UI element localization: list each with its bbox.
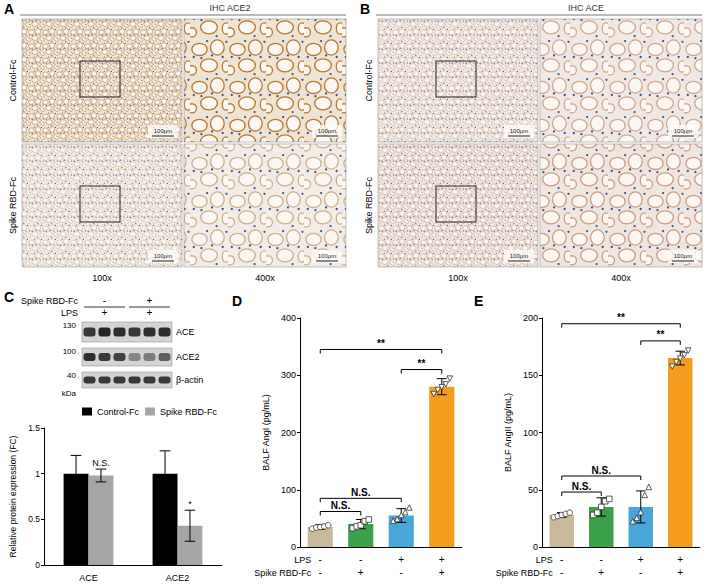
svg-text:100μm: 100μm xyxy=(674,128,692,134)
svg-text:+: + xyxy=(358,567,364,578)
svg-text:Spike RBD-Fc: Spike RBD-Fc xyxy=(8,176,18,234)
svg-text:100μm: 100μm xyxy=(318,128,336,134)
svg-text:100μm: 100μm xyxy=(510,253,528,259)
svg-text:100x: 100x xyxy=(92,273,112,283)
svg-text:Control-Fc: Control-Fc xyxy=(8,59,18,102)
svg-text:300: 300 xyxy=(281,370,296,380)
svg-text:100x: 100x xyxy=(448,273,468,283)
svg-text:200: 200 xyxy=(281,428,296,438)
svg-text:*: * xyxy=(188,499,192,509)
svg-text:100μm: 100μm xyxy=(154,128,172,134)
svg-text:BALF AngI (pg/mL): BALF AngI (pg/mL) xyxy=(261,394,271,471)
svg-text:+: + xyxy=(439,567,445,578)
svg-text:-: - xyxy=(560,567,563,578)
svg-text:IHC ACE: IHC ACE xyxy=(568,3,604,13)
svg-text:Spike RBD-Fc: Spike RBD-Fc xyxy=(364,176,374,234)
svg-text:-: - xyxy=(639,567,642,578)
svg-text:+: + xyxy=(677,554,683,565)
svg-text:N.S.: N.S. xyxy=(92,458,110,468)
svg-text:β-actin: β-actin xyxy=(176,375,203,385)
svg-text:+: + xyxy=(102,307,108,318)
svg-text:Spike RBD-Fc: Spike RBD-Fc xyxy=(160,407,218,417)
svg-text:100μm: 100μm xyxy=(510,128,528,134)
svg-text:N.S.: N.S. xyxy=(572,481,592,492)
svg-text:-: - xyxy=(400,567,403,578)
svg-text:1.5: 1.5 xyxy=(28,423,40,433)
svg-text:**: ** xyxy=(377,338,385,349)
svg-text:100μm: 100μm xyxy=(318,253,336,259)
svg-text:0: 0 xyxy=(35,560,40,570)
svg-text:400x: 400x xyxy=(611,273,631,283)
svg-text:100μm: 100μm xyxy=(674,253,692,259)
svg-text:400: 400 xyxy=(281,313,296,323)
svg-text:+: + xyxy=(147,307,153,318)
svg-text:0.5: 0.5 xyxy=(28,514,40,524)
svg-text:150: 150 xyxy=(523,370,538,380)
svg-text:-: - xyxy=(103,295,106,306)
svg-text:IHC ACE2: IHC ACE2 xyxy=(209,3,250,13)
svg-text:Control-Fc: Control-Fc xyxy=(97,407,140,417)
svg-text:Spike RBD-Fc: Spike RBD-Fc xyxy=(254,568,312,578)
svg-text:Control-Fc: Control-Fc xyxy=(364,59,374,102)
svg-text:50: 50 xyxy=(528,485,538,495)
svg-text:-: - xyxy=(600,554,603,565)
svg-text:B: B xyxy=(360,1,370,17)
svg-text:400x: 400x xyxy=(255,273,275,283)
svg-text:-: - xyxy=(560,554,563,565)
svg-text:+: + xyxy=(439,554,445,565)
svg-text:D: D xyxy=(232,293,242,309)
svg-text:+: + xyxy=(638,554,644,565)
svg-text:ACE: ACE xyxy=(79,573,98,583)
svg-text:-: - xyxy=(319,554,322,565)
svg-text:+: + xyxy=(147,295,153,306)
svg-text:1: 1 xyxy=(35,469,40,479)
svg-text:N.S.: N.S. xyxy=(351,487,371,498)
svg-text:0: 0 xyxy=(533,542,538,552)
svg-text:ACE: ACE xyxy=(176,327,195,337)
svg-text:ACE2: ACE2 xyxy=(166,573,190,583)
svg-text:kDa: kDa xyxy=(62,389,77,398)
svg-text:N.S.: N.S. xyxy=(331,500,351,511)
svg-text:ACE2: ACE2 xyxy=(176,352,200,362)
svg-text:+: + xyxy=(598,567,604,578)
svg-text:130: 130 xyxy=(63,321,77,330)
svg-text:**: ** xyxy=(617,312,625,323)
svg-text:LPS: LPS xyxy=(294,555,311,565)
svg-text:A: A xyxy=(4,1,14,17)
svg-text:100: 100 xyxy=(523,428,538,438)
svg-text:100: 100 xyxy=(63,347,77,356)
svg-text:100μm: 100μm xyxy=(154,253,172,259)
svg-text:+: + xyxy=(398,554,404,565)
svg-text:+: + xyxy=(677,567,683,578)
svg-text:-: - xyxy=(359,554,362,565)
svg-text:**: ** xyxy=(657,329,665,340)
svg-text:Spike RBD-Fc: Spike RBD-Fc xyxy=(21,296,79,306)
svg-text:Relative protein expression (F: Relative protein expression (FC) xyxy=(8,435,18,557)
svg-text:C: C xyxy=(4,289,14,305)
svg-text:40: 40 xyxy=(67,371,76,380)
svg-text:N.S.: N.S. xyxy=(592,465,612,476)
svg-text:LPS: LPS xyxy=(536,555,553,565)
svg-text:0: 0 xyxy=(291,542,296,552)
svg-text:E: E xyxy=(474,293,483,309)
svg-text:Spike RBD-Fc: Spike RBD-Fc xyxy=(496,568,554,578)
svg-text:BALF AngII (pg/mL): BALF AngII (pg/mL) xyxy=(503,393,513,472)
svg-text:**: ** xyxy=(418,358,426,369)
svg-text:200: 200 xyxy=(523,313,538,323)
svg-text:-: - xyxy=(319,567,322,578)
svg-text:LPS: LPS xyxy=(61,308,78,318)
svg-text:100: 100 xyxy=(281,485,296,495)
